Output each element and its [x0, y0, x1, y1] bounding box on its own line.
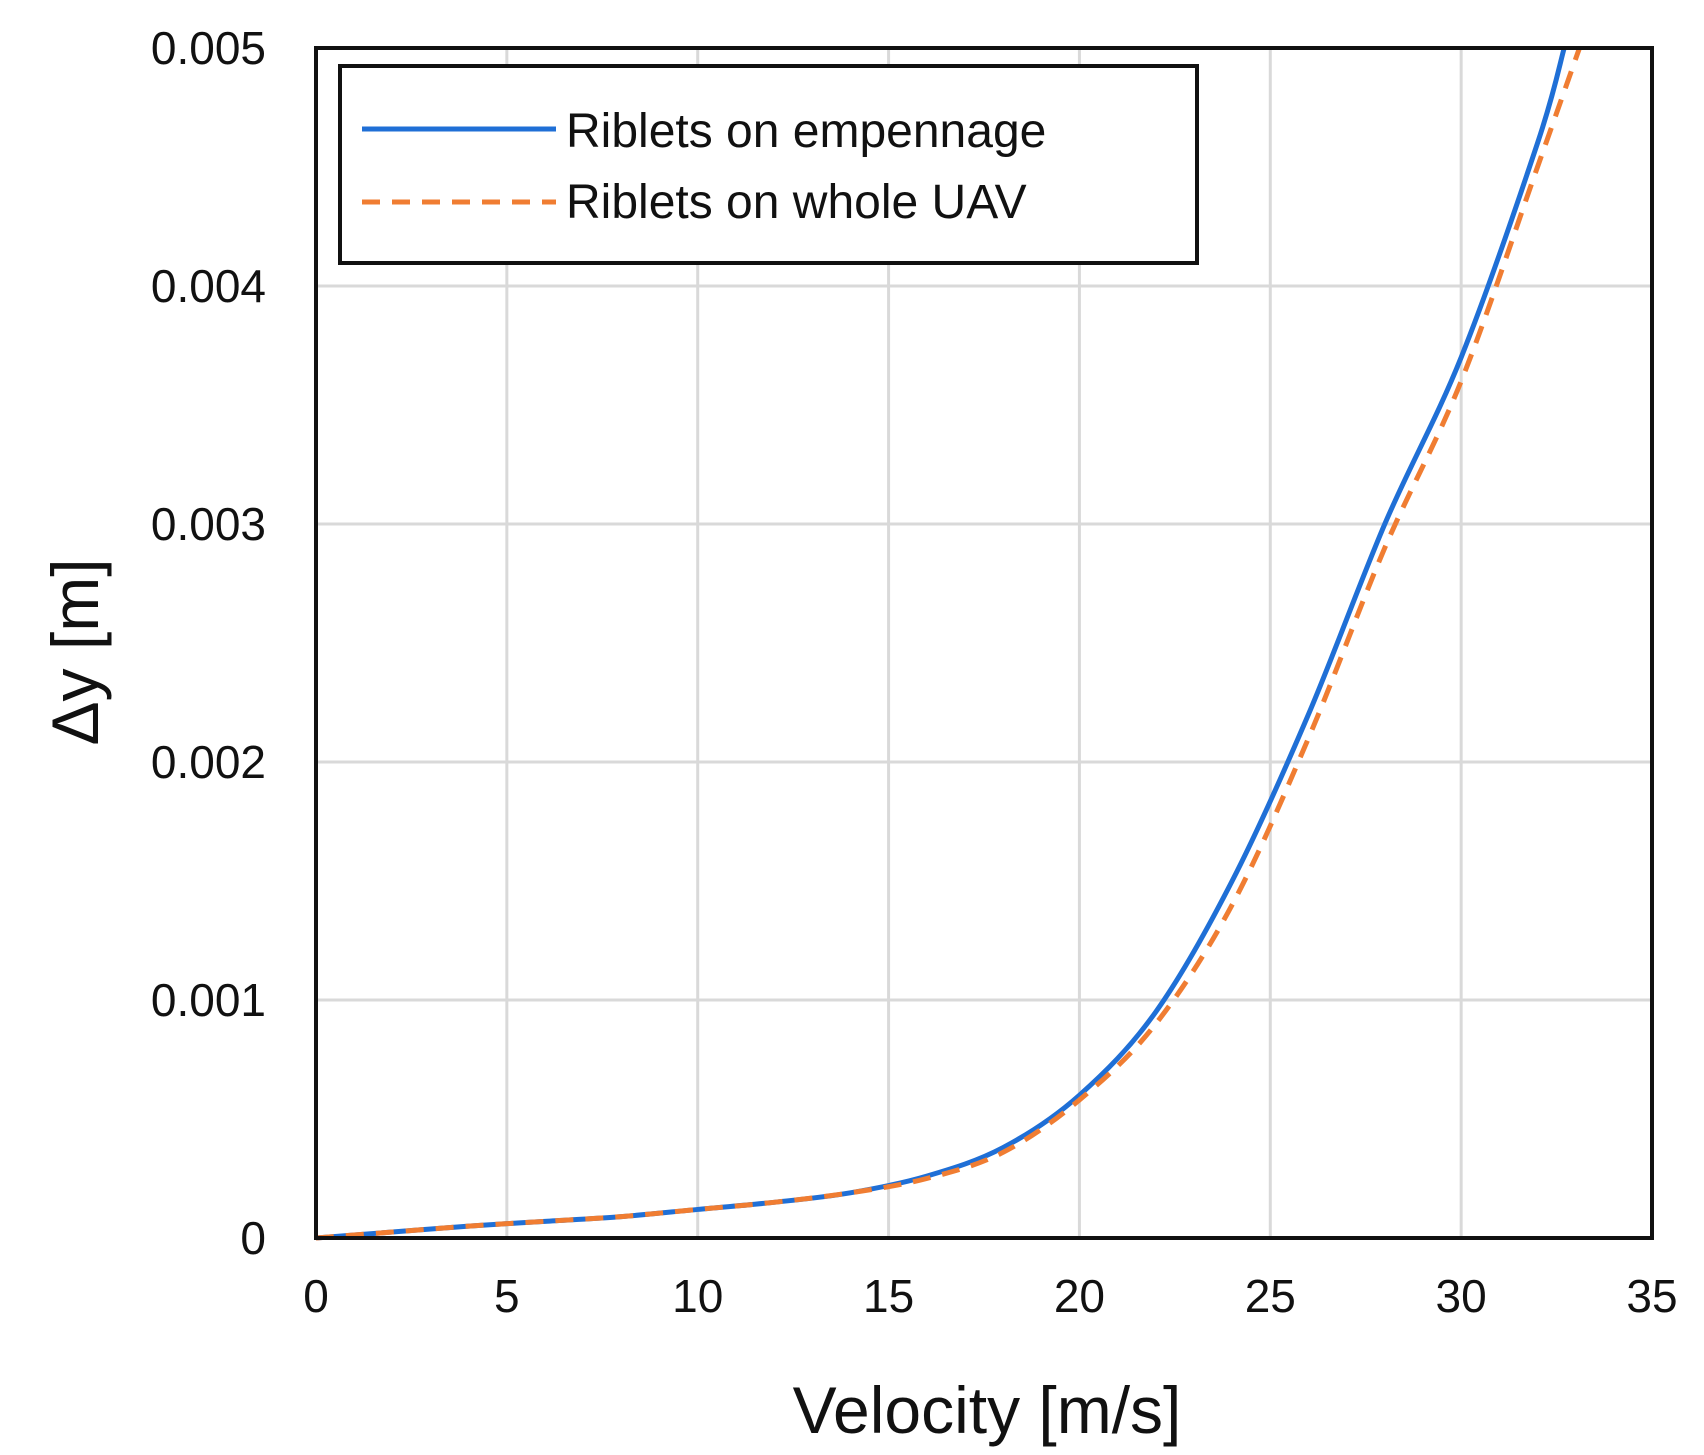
x-tick-label: 0: [303, 1270, 329, 1322]
x-tick-label: 30: [1436, 1270, 1487, 1322]
legend-box: [338, 64, 1199, 265]
y-axis-ticks: 0 0.001 0.002 0.003 0.004 0.005: [151, 22, 266, 1264]
x-tick-label: 35: [1626, 1270, 1677, 1322]
y-tick-label: 0.005: [151, 22, 266, 74]
x-tick-label: 20: [1054, 1270, 1105, 1322]
series-lines: [315, 47, 1582, 1241]
x-tick-label: 10: [672, 1270, 723, 1322]
y-tick-label: 0.001: [151, 974, 266, 1026]
y-tick-label: 0.002: [151, 736, 266, 788]
y-axis-title: Δy [m]: [38, 558, 112, 745]
legend: Riblets on empennage Riblets on whole UA…: [338, 64, 1199, 265]
x-tick-label: 5: [494, 1270, 520, 1322]
y-tick-label: 0.003: [151, 498, 266, 550]
x-axis-title: Velocity [m/s]: [793, 1373, 1182, 1447]
legend-label-whole-uav: Riblets on whole UAV: [566, 176, 1027, 229]
y-tick-label: 0: [240, 1212, 266, 1264]
legend-label-empennage: Riblets on empennage: [566, 105, 1046, 158]
x-tick-label: 25: [1245, 1270, 1296, 1322]
x-tick-label: 15: [863, 1270, 914, 1322]
series-line-whole-uav: [315, 47, 1582, 1241]
x-axis-ticks: 0 5 10 15 20 25 30 35: [303, 1270, 1677, 1322]
plot-area-border: [314, 46, 1654, 1240]
y-tick-label: 0.004: [151, 260, 266, 312]
